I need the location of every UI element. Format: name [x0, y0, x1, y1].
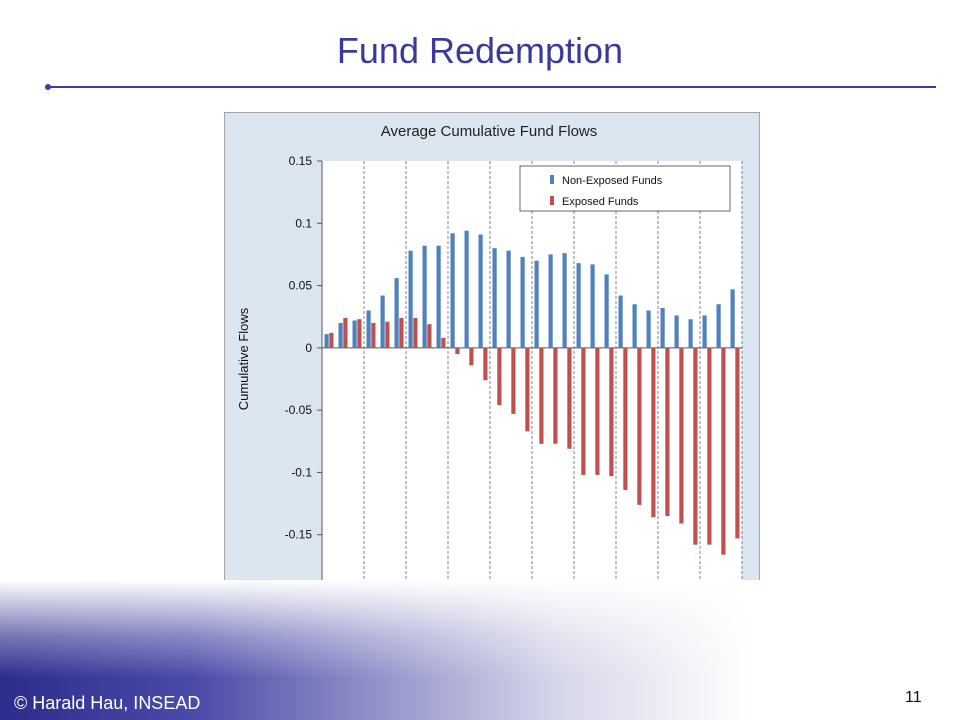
- bar-exposed: [525, 347, 530, 432]
- bar-non-exposed: [352, 320, 357, 348]
- bar-non-exposed: [674, 315, 679, 348]
- bar-exposed: [413, 317, 418, 348]
- legend: Non-Exposed Funds Exposed Funds: [519, 165, 731, 212]
- bar-non-exposed: [366, 310, 371, 348]
- y-tick-label: 0: [305, 341, 312, 355]
- bar-non-exposed: [464, 230, 469, 348]
- bar-non-exposed: [604, 274, 609, 348]
- footer-copyright: © Harald Hau, INSEAD: [14, 693, 201, 713]
- bar-exposed: [595, 347, 600, 475]
- bars: [324, 230, 740, 555]
- bar-non-exposed: [394, 278, 399, 348]
- bar-exposed: [483, 347, 488, 381]
- bar-exposed: [553, 347, 558, 444]
- bar-exposed: [497, 347, 502, 406]
- bar-exposed: [609, 347, 614, 477]
- bar-exposed: [511, 347, 516, 414]
- bar-exposed: [385, 321, 390, 348]
- bar-non-exposed: [702, 315, 707, 348]
- bar-non-exposed: [632, 304, 637, 348]
- legend-swatch-exposed: [550, 196, 554, 205]
- legend-swatch-non-exposed: [550, 175, 554, 184]
- grid: [363, 161, 743, 597]
- bar-exposed: [693, 347, 698, 545]
- bar-exposed: [469, 347, 474, 366]
- bar-exposed: [441, 337, 446, 348]
- bar-exposed: [539, 347, 544, 444]
- bar-non-exposed: [646, 310, 651, 348]
- bar-non-exposed: [618, 295, 623, 348]
- bar-exposed: [707, 347, 712, 545]
- slide-number: 11: [905, 689, 922, 706]
- bar-non-exposed: [590, 264, 595, 348]
- bar-non-exposed: [478, 234, 483, 348]
- bar-non-exposed: [520, 256, 525, 348]
- footer-fade: [0, 580, 960, 720]
- bar-non-exposed: [338, 322, 343, 348]
- y-tick-label: 0.1: [295, 216, 312, 230]
- bar-exposed: [623, 347, 628, 490]
- bar-exposed: [371, 322, 376, 348]
- bar-non-exposed: [506, 250, 511, 348]
- y-tick-label: 0.15: [289, 154, 313, 168]
- bar-non-exposed: [548, 254, 553, 348]
- bar-exposed: [455, 347, 460, 355]
- legend-label-non-exposed: Non-Exposed Funds: [562, 175, 663, 187]
- bar-non-exposed: [534, 260, 539, 348]
- title-divider-dot: [45, 84, 51, 90]
- bar-non-exposed: [324, 334, 329, 348]
- y-tick-label: -0.1: [291, 465, 312, 479]
- bar-exposed: [637, 347, 642, 505]
- y-tick-label: 0.05: [289, 279, 313, 293]
- bar-exposed: [567, 347, 572, 449]
- chart: Average Cumulative Fund Flows 0.15 0.1 0.0…: [224, 112, 760, 666]
- bar-exposed: [721, 347, 726, 555]
- bar-exposed: [357, 319, 362, 348]
- bar-non-exposed: [660, 307, 665, 348]
- bar-non-exposed: [688, 319, 693, 348]
- bar-non-exposed: [408, 250, 413, 348]
- bar-non-exposed: [492, 248, 497, 348]
- slide-title: Fund Redemption: [336, 30, 624, 71]
- bar-non-exposed: [562, 253, 567, 348]
- bar-non-exposed: [730, 289, 735, 348]
- legend-label-exposed: Exposed Funds: [562, 196, 639, 208]
- y-tick-label: -0.05: [285, 403, 313, 417]
- bar-exposed: [399, 317, 404, 348]
- bar-exposed: [735, 347, 740, 539]
- title-divider: [48, 86, 936, 88]
- bar-exposed: [665, 347, 670, 517]
- bar-non-exposed: [380, 295, 385, 348]
- bar-exposed: [651, 347, 656, 518]
- bar-exposed: [427, 324, 432, 348]
- legend-box: [519, 165, 731, 212]
- bar-non-exposed: [450, 233, 455, 348]
- bar-non-exposed: [716, 304, 721, 348]
- bar-non-exposed: [422, 245, 427, 348]
- y-tick-label: -0.15: [285, 528, 313, 542]
- bar-non-exposed: [436, 245, 441, 348]
- bar-exposed: [679, 347, 684, 524]
- bar-exposed: [329, 332, 334, 348]
- bar-non-exposed: [576, 263, 581, 348]
- bar-exposed: [343, 317, 348, 348]
- chart-title: Average Cumulative Fund Flows: [381, 123, 598, 140]
- y-axis-label: Cumulative Flows: [236, 307, 251, 410]
- bar-exposed: [581, 347, 586, 475]
